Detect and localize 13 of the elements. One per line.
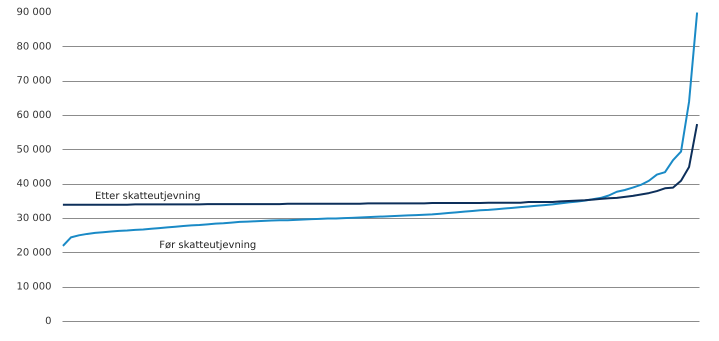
y-tick-label: 20 000 [16, 247, 52, 258]
series-label: Etter skatteutjevning [95, 190, 200, 202]
y-tick-label: 70 000 [16, 76, 52, 87]
y-tick-label: 0 [45, 316, 52, 327]
y-tick-label: 30 000 [16, 213, 52, 224]
y-tick-label: 40 000 [16, 178, 52, 190]
y-tick-label: 10 000 [16, 282, 52, 293]
series-label: Før skatteutjevning [159, 240, 256, 252]
line-series [62, 123, 698, 206]
y-tick-label: 50 000 [16, 144, 52, 156]
y-tick-label: 90 000 [16, 7, 52, 18]
y-tick-label: 60 000 [16, 110, 52, 121]
y-tick-label: 80 000 [16, 41, 52, 52]
